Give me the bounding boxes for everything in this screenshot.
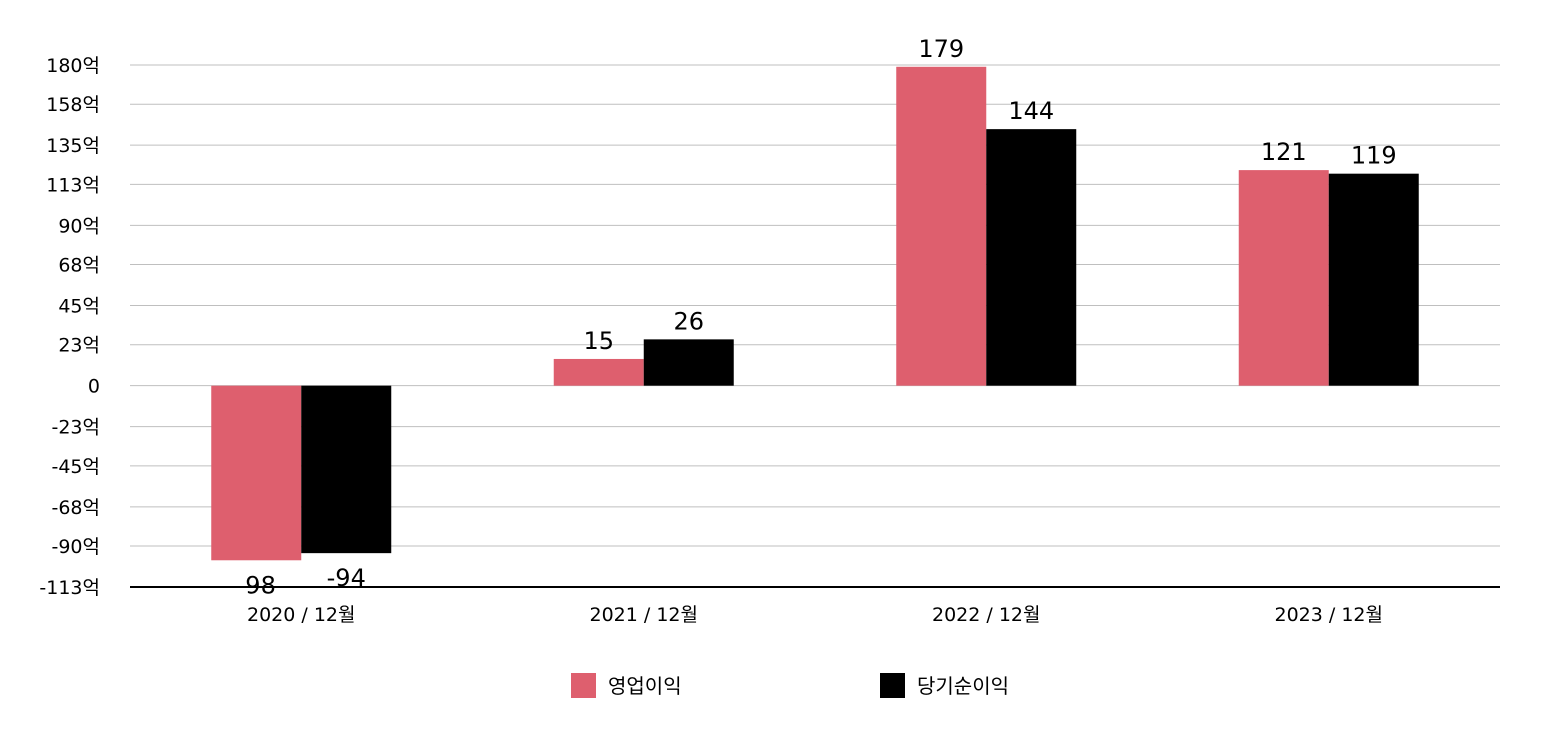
- bar-net-income: [301, 385, 392, 554]
- bar-operating-profit: [211, 385, 302, 561]
- data-labels: -98 -94 15 26 179 144 121 119: [237, 35, 1397, 599]
- y-tick-label: -23억: [51, 417, 100, 439]
- legend-label: 영업이익: [608, 674, 682, 698]
- y-tick-label: 113억: [46, 174, 100, 196]
- x-axis-ticks: 2020 / 12월 2021 / 12월 2022 / 12월 2023 / 12월: [247, 604, 1383, 626]
- x-tick-label: 2020 / 12월: [247, 604, 356, 626]
- legend-swatch: [571, 673, 596, 698]
- data-label: -98: [237, 571, 276, 599]
- y-tick-label: 135억: [46, 135, 100, 157]
- bar-net-income: [986, 129, 1077, 386]
- y-tick-label: -90억: [51, 536, 100, 558]
- y-tick-label: 45억: [58, 296, 100, 318]
- x-tick-label: 2021 / 12월: [590, 604, 699, 626]
- y-tick-label: 23억: [58, 335, 100, 357]
- bar-net-income: [643, 339, 734, 386]
- y-tick-label: 0: [88, 376, 100, 398]
- y-tick-label: 158억: [46, 94, 100, 116]
- y-tick-label: 180억: [46, 55, 100, 77]
- data-label: 26: [673, 307, 704, 335]
- bar-operating-profit: [553, 358, 644, 386]
- y-axis-ticks: 180억 158억 135억 113억 90억 68억 45억 23억 0 -23억 -45억 -68…: [39, 55, 100, 599]
- y-tick-label: -45억: [51, 456, 100, 478]
- data-label: 15: [583, 327, 614, 355]
- y-tick-label: -113억: [39, 577, 100, 599]
- x-tick-label: 2022 / 12월: [932, 604, 1041, 626]
- bar-net-income: [1328, 173, 1419, 386]
- data-label: -94: [327, 564, 366, 592]
- data-label: 144: [1008, 97, 1054, 125]
- legend-label: 당기순이익: [917, 674, 1009, 698]
- legend: 영업이익 당기순이익: [571, 673, 1009, 698]
- y-tick-label: -68억: [51, 497, 100, 519]
- y-tick-label: 68억: [58, 255, 100, 277]
- bar-operating-profit: [896, 66, 987, 386]
- bar-operating-profit: [1238, 170, 1329, 386]
- data-label: 179: [918, 35, 964, 63]
- x-tick-label: 2023 / 12월: [1275, 604, 1384, 626]
- legend-swatch: [880, 673, 905, 698]
- data-label: 121: [1261, 138, 1307, 166]
- data-label: 119: [1351, 142, 1397, 170]
- y-tick-label: 90억: [58, 215, 100, 237]
- bars: [211, 66, 1419, 561]
